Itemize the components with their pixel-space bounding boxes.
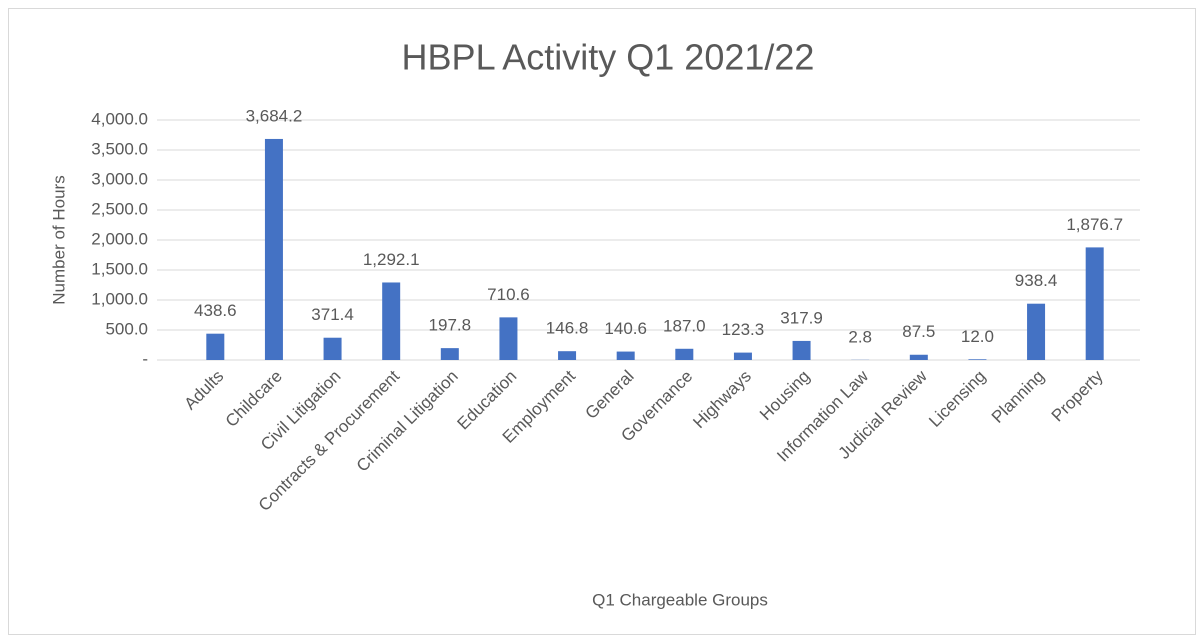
value-label: 187.0 (663, 316, 706, 335)
value-label: 371.4 (311, 305, 354, 324)
value-label: 12.0 (961, 327, 994, 346)
bar (440, 348, 459, 360)
value-label: 123.3 (722, 320, 765, 339)
y-tick-label: 3,500.0 (91, 139, 148, 158)
y-tick-label: 1,500.0 (91, 259, 148, 278)
bar (323, 337, 342, 360)
value-label: 197.8 (429, 316, 472, 335)
value-label: 140.6 (604, 319, 647, 338)
bar (675, 348, 694, 360)
chart-title: HBPL Activity Q1 2021/22 (402, 37, 815, 78)
value-label: 1,292.1 (363, 250, 420, 269)
value-label: 938.4 (1015, 271, 1058, 290)
bar (733, 352, 752, 360)
y-tick-label: - (142, 349, 148, 368)
value-label: 87.5 (902, 322, 935, 341)
y-tick-label: 3,000.0 (91, 169, 148, 188)
y-tick-label: 500.0 (105, 319, 148, 338)
bar (206, 333, 225, 360)
x-axis-label: Q1 Chargeable Groups (592, 590, 768, 609)
y-tick-label: 1,000.0 (91, 289, 148, 308)
bar (616, 351, 635, 360)
chart-border (8, 8, 1196, 635)
bar (968, 359, 987, 360)
bar (792, 340, 811, 360)
bar (909, 354, 928, 360)
y-tick-label: 2,500.0 (91, 199, 148, 218)
y-axis-label: Number of Hours (49, 175, 68, 304)
value-label: 438.6 (194, 301, 237, 320)
bar (264, 138, 283, 360)
value-label: 146.8 (546, 319, 589, 338)
bar (558, 351, 577, 360)
value-label: 1,876.7 (1066, 215, 1123, 234)
value-label: 710.6 (487, 285, 530, 304)
y-tick-label: 4,000.0 (91, 109, 148, 128)
y-tick-label: 2,000.0 (91, 229, 148, 248)
bar (499, 317, 518, 360)
value-label: 3,684.2 (246, 106, 303, 125)
bar (382, 282, 401, 360)
bar (1085, 247, 1104, 360)
value-label: 317.9 (780, 308, 823, 327)
bar (1027, 303, 1046, 360)
value-label: 2.8 (848, 327, 872, 346)
